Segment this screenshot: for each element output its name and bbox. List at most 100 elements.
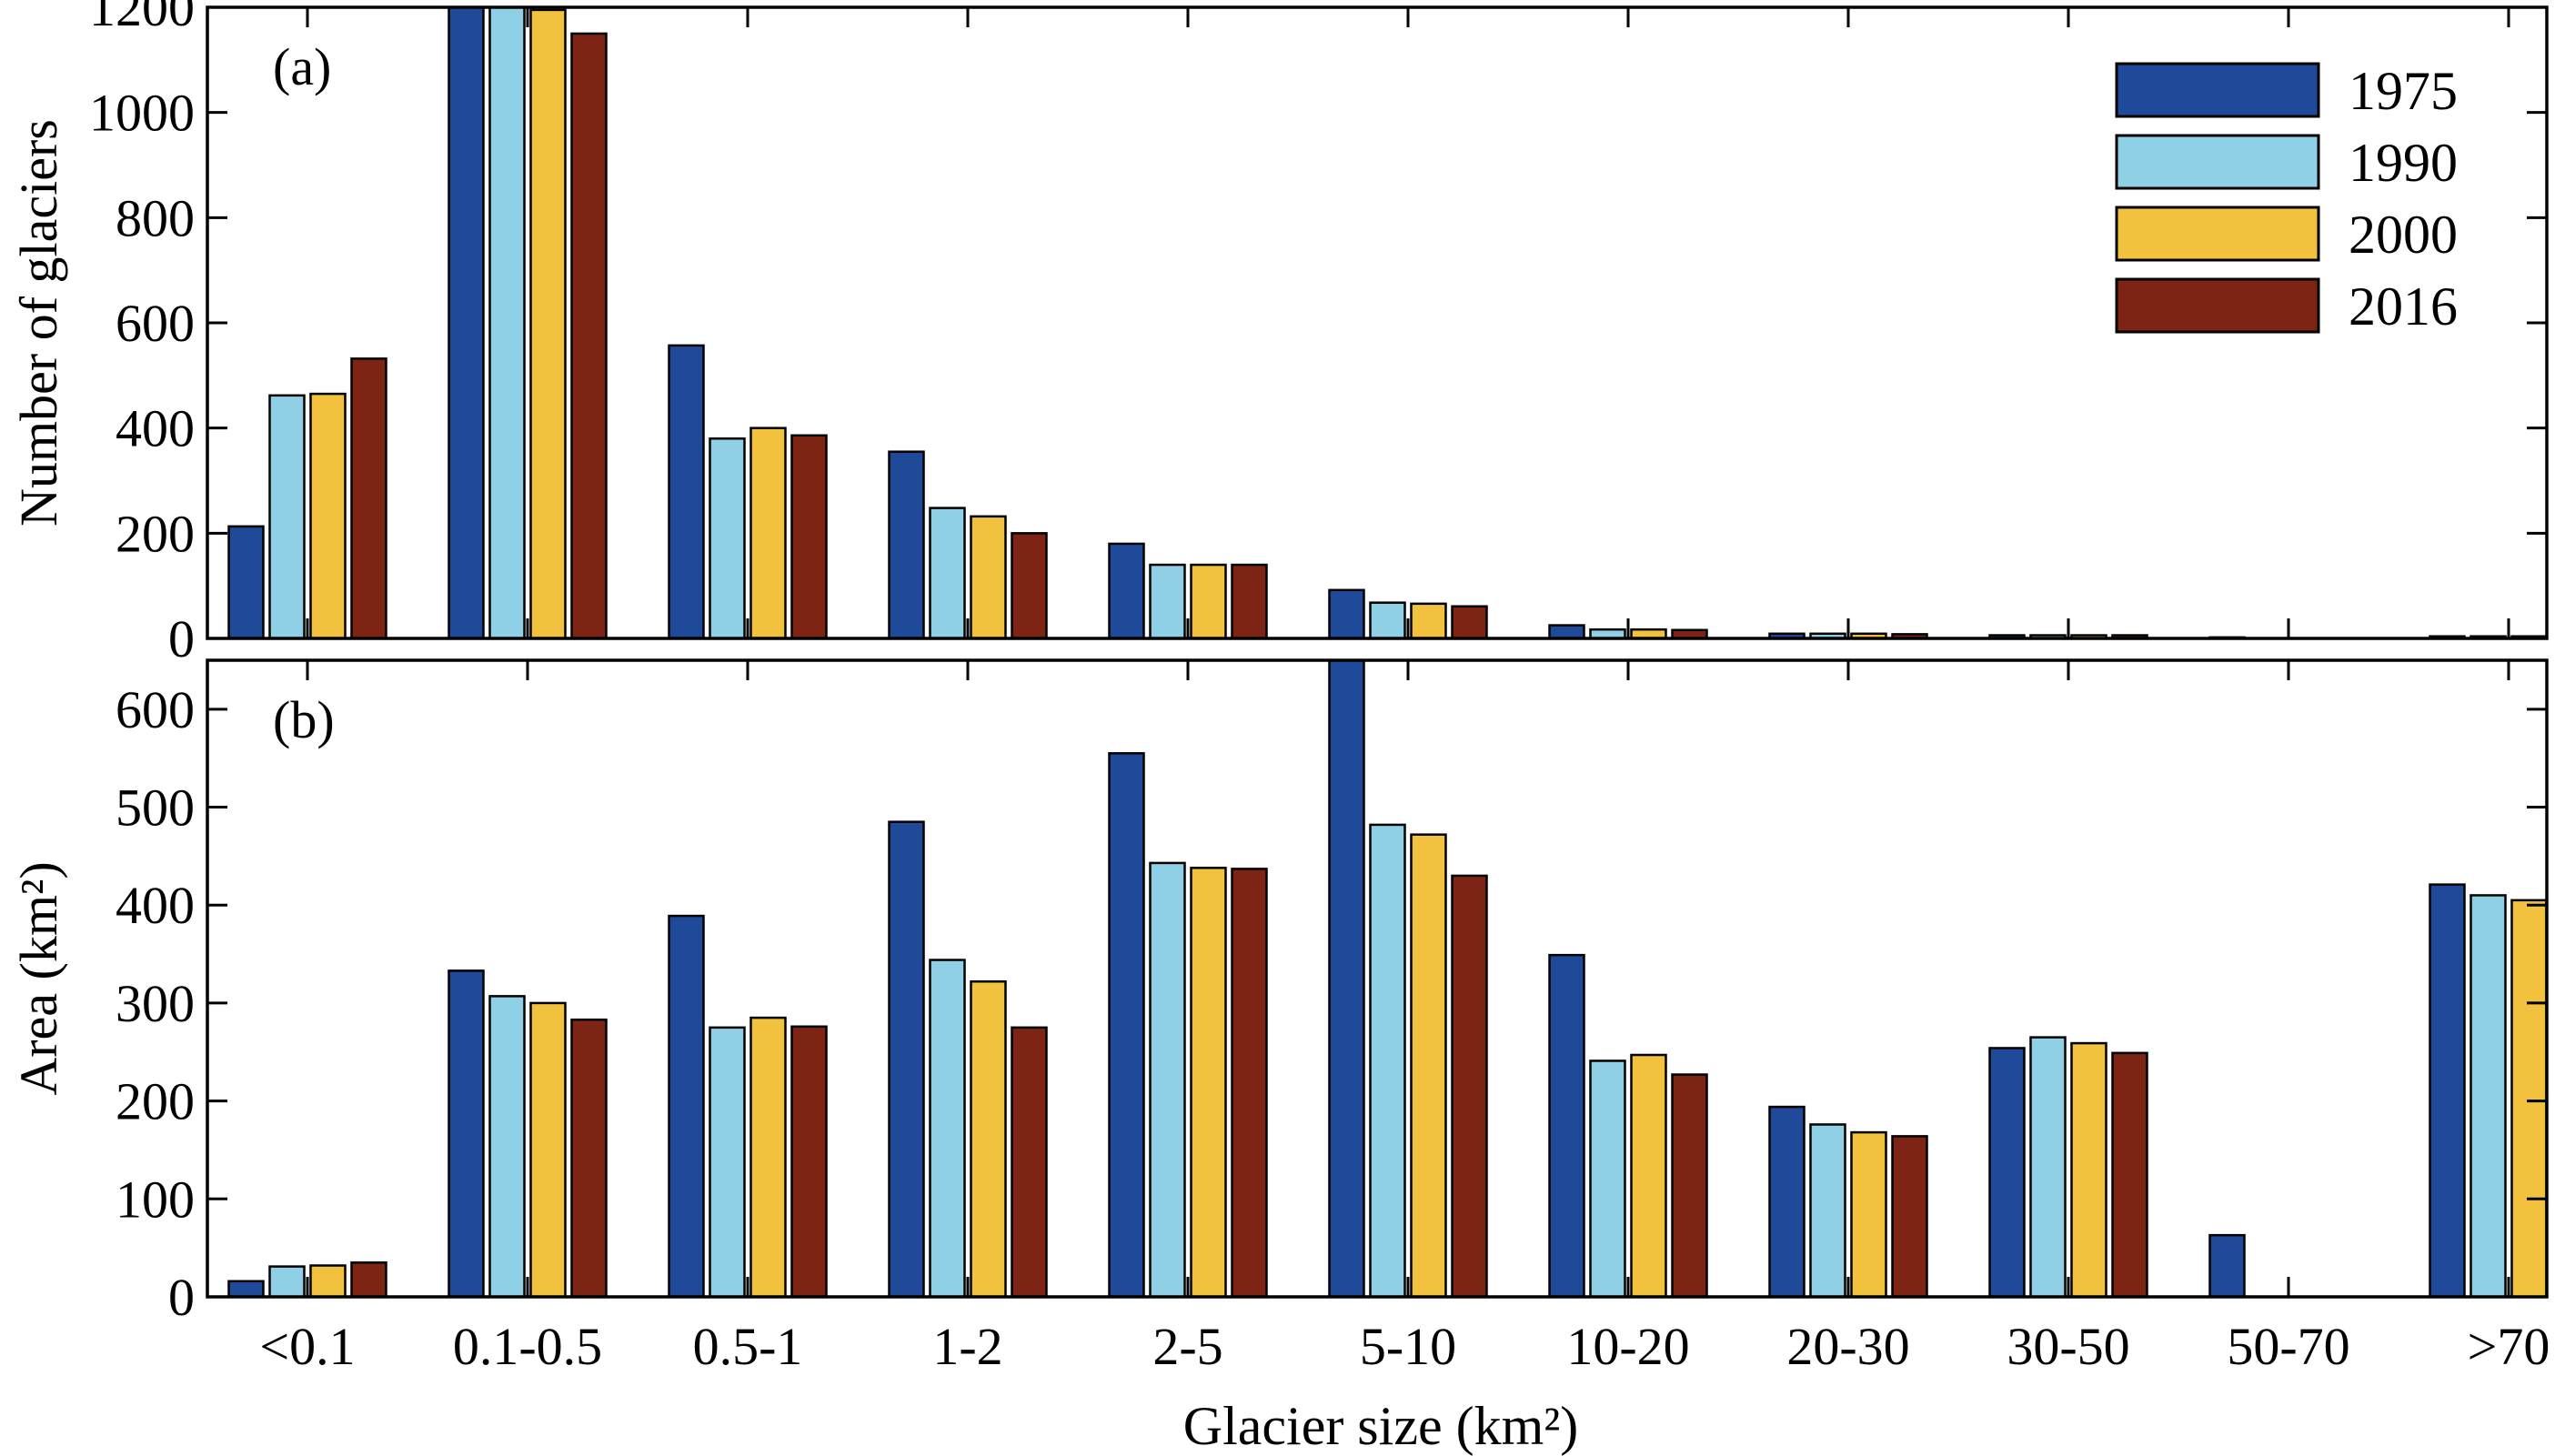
legend-label-1990: 1990 (2349, 133, 2458, 193)
bar-a-0-1-0-5-1975 (448, 7, 485, 638)
bar-a-lt-0-1-2000 (309, 392, 347, 638)
y-tick-label: 0 (168, 609, 195, 668)
panel-label-b: (b) (273, 690, 335, 749)
x-tick-label: >70 (2468, 1317, 2550, 1376)
bar-b-lt-0-1-2000 (309, 1264, 347, 1297)
bar-b-10-20-2000 (1630, 1053, 1667, 1297)
bar-a-5-10-1990 (1369, 601, 1406, 638)
x-tick-label: 10-20 (1566, 1317, 1689, 1376)
bar-a-5-10-2000 (1410, 602, 1447, 638)
bar-b-1-2-2016 (1011, 1026, 1048, 1297)
bar-a-2-5-2000 (1190, 563, 1227, 638)
bar-b-30-50-2016 (2111, 1051, 2148, 1297)
bar-a-20-30-2016 (1891, 633, 1928, 638)
bar-b-10-20-1990 (1589, 1059, 1626, 1297)
bar-a-2-5-1990 (1149, 563, 1186, 638)
legend-label-2000: 2000 (2349, 205, 2458, 265)
x-tick-label: 1-2 (932, 1317, 1002, 1376)
y-axis-label-a: Number of glaciers (9, 119, 68, 527)
bar-a-1-2-1975 (888, 450, 925, 638)
bar-b-20-30-2000 (1850, 1130, 1887, 1297)
bar-b-30-50-1990 (2029, 1036, 2067, 1297)
panel-b-area: <0.1 0.1-0.5 0.5-1 1-2 2-5 5-10 10-20 20-30 30-5… (9, 658, 2550, 1376)
y-tick-label: 600 (116, 680, 195, 739)
x-tick-label: 20-30 (1786, 1317, 1909, 1376)
bar-a-0-5-1-1990 (709, 437, 746, 638)
bar-b-2-5-2000 (1190, 867, 1227, 1297)
x-tick-label: 0.5-1 (693, 1317, 803, 1376)
y-tick-label: 100 (116, 1170, 195, 1229)
y-tick-label: 400 (116, 876, 195, 935)
bar-b-lt-0-1-1975 (227, 1280, 265, 1297)
x-tick-label: 30-50 (2007, 1317, 2129, 1376)
bars-a (227, 7, 2547, 638)
y-tick-label: 400 (116, 399, 195, 458)
bar-a-lt-0-1-2016 (350, 357, 387, 638)
bar-b-gt-70-1975 (2429, 883, 2466, 1297)
bar-a-5-10-2016 (1451, 605, 1488, 638)
x-tick-label: 0.1-0.5 (453, 1317, 602, 1376)
bar-b-0-5-1-1975 (668, 914, 705, 1297)
bar-b-20-30-1975 (1768, 1105, 1806, 1297)
bar-a-1-2-2000 (970, 515, 1007, 638)
legend: 1975 1990 2000 2016 (2115, 61, 2458, 336)
bar-a-0-1-0-5-1990 (488, 7, 526, 638)
y-tick-label: 600 (116, 294, 195, 353)
bar-b-1-2-1975 (888, 820, 925, 1297)
bar-b-20-30-2016 (1891, 1135, 1928, 1297)
bar-b-0-1-0-5-1990 (488, 995, 526, 1297)
y-tick-label: 500 (116, 778, 195, 838)
bar-b-2-5-1990 (1149, 861, 1186, 1297)
bar-b-5-10-1975 (1328, 660, 1365, 1297)
bar-a-0-1-0-5-2000 (529, 8, 567, 638)
x-tick-label: 2-5 (1152, 1317, 1222, 1376)
bar-a-10-20-2000 (1630, 628, 1667, 638)
bar-b-5-10-2016 (1451, 874, 1488, 1297)
bar-b-0-5-1-2000 (749, 1016, 787, 1297)
bar-a-1-2-2016 (1011, 532, 1048, 638)
x-tick-label: 5-10 (1360, 1317, 1456, 1376)
bar-a-5-10-1975 (1328, 588, 1365, 638)
legend-label-1975: 1975 (2349, 61, 2458, 121)
bar-b-5-10-2000 (1410, 833, 1447, 1297)
panel-a-number-of-glaciers: 0 200 400 600 800 1000 1200 Number of glaciers (… (9, 0, 2549, 668)
bar-b-30-50-2000 (2070, 1041, 2107, 1297)
panel-label-a: (a) (273, 37, 331, 96)
y-tick-label: 300 (116, 974, 195, 1033)
y-tick-label: 200 (116, 504, 195, 563)
bar-a-10-20-1990 (1589, 628, 1626, 638)
x-axis-label: Glacier size (km²) (1183, 1396, 1578, 1456)
bar-a-10-20-1975 (1548, 624, 1585, 638)
bar-b-lt-0-1-1990 (268, 1265, 306, 1297)
bar-a-2-5-1975 (1108, 542, 1145, 638)
x-tick-label: 50-70 (2227, 1317, 2349, 1376)
bar-a-1-2-1990 (929, 507, 966, 638)
bar-b-20-30-1990 (1809, 1123, 1846, 1297)
legend-swatch-2000 (2115, 206, 2320, 262)
bar-a-2-5-2016 (1231, 563, 1268, 638)
bar-b-1-2-2000 (970, 979, 1007, 1297)
plot-frame-b (206, 658, 2549, 1299)
bar-a-lt-0-1-1990 (268, 394, 306, 638)
bar-b-10-20-1975 (1548, 953, 1585, 1297)
bar-b-0-5-1-1990 (709, 1026, 746, 1297)
bar-b-gt-70-2000 (2510, 899, 2547, 1297)
bar-b-0-1-0-5-1975 (448, 969, 485, 1297)
y-tick-label: 200 (116, 1072, 195, 1131)
bars-b (227, 660, 2547, 1297)
bar-a-lt-0-1-1975 (227, 525, 265, 638)
bar-b-30-50-1975 (1988, 1047, 2026, 1297)
bar-b-2-5-1975 (1108, 752, 1145, 1297)
y-tick-label: 1200 (89, 0, 195, 37)
bar-b-0-5-1-2016 (790, 1025, 828, 1297)
y-tick-label: 1000 (89, 84, 195, 143)
bar-a-0-5-1-1975 (668, 344, 705, 638)
bar-b-gt-70-1990 (2469, 894, 2507, 1297)
legend-swatch-1975 (2115, 62, 2320, 118)
legend-swatch-2016 (2115, 277, 2320, 334)
bar-a-0-5-1-2000 (749, 427, 787, 638)
x-tick-label: <0.1 (259, 1317, 355, 1376)
bar-b-0-1-0-5-2000 (529, 1001, 567, 1297)
bar-b-50-70-1975 (2208, 1233, 2246, 1297)
